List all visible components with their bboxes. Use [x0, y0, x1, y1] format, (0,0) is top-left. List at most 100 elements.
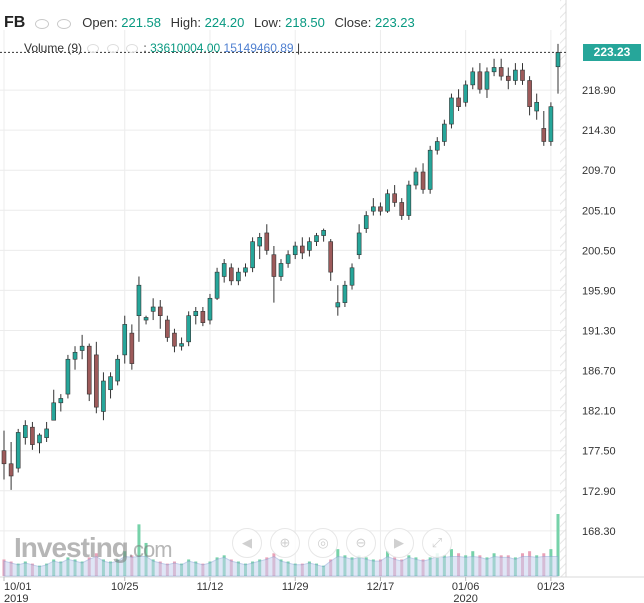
candle-body — [172, 332, 177, 347]
x-tick-label: 10/25 — [111, 581, 139, 593]
logo-suffix: .com — [127, 537, 173, 562]
candle-body — [44, 428, 49, 438]
candle-body — [555, 52, 561, 68]
zoom-out-icon[interactable]: ⊖ — [346, 528, 376, 558]
zoom-in-icon[interactable]: ⊕ — [270, 528, 300, 558]
candle-body — [385, 193, 390, 212]
candle-body — [157, 306, 163, 316]
candle-body — [136, 284, 142, 316]
y-tick-label: 205.10 — [582, 205, 616, 217]
candle-body — [15, 432, 21, 469]
candle-body — [250, 241, 255, 269]
candle-body — [527, 80, 532, 107]
candle-body — [214, 271, 220, 299]
last-price-badge: 223.23 — [583, 44, 641, 62]
candle-body — [79, 345, 85, 351]
candle-body — [314, 235, 319, 242]
low-label: Low: — [254, 15, 282, 30]
candle-body — [498, 67, 504, 77]
candle-body — [8, 463, 14, 477]
candle-body — [257, 237, 262, 247]
candle-body — [108, 376, 113, 391]
candle-body — [399, 202, 405, 216]
volume-value: 33610004.00 — [150, 41, 221, 55]
logo-brand: Investing — [14, 532, 129, 563]
candle-body — [292, 245, 298, 256]
candle-body — [513, 69, 518, 81]
candle-body — [307, 241, 312, 251]
candle-body — [392, 193, 397, 203]
candle-body — [520, 69, 525, 81]
candle-body — [58, 398, 64, 404]
candles — [1, 43, 561, 490]
candle-body — [548, 106, 554, 142]
candle-body — [477, 71, 483, 90]
y-tick-label: 200.50 — [582, 245, 616, 257]
candle-body — [456, 97, 461, 107]
candle-body — [463, 84, 468, 103]
candle-body — [321, 230, 326, 236]
candle-body — [101, 380, 106, 412]
candle-body — [1, 450, 7, 465]
symbol-label: FB — [4, 14, 26, 31]
candle-body — [228, 267, 234, 282]
candle-body — [72, 351, 78, 360]
volume-label: Volume (9) — [24, 41, 83, 55]
low-value: 218.50 — [285, 15, 325, 30]
fit-icon[interactable]: ⤢ — [422, 528, 452, 558]
close-label: Close: — [334, 15, 372, 30]
chart-toolbar: ◀ ⊕ ◎ ⊖ ▶ ⤢ — [232, 528, 452, 558]
candle-body — [179, 343, 184, 347]
volume-eye-icon[interactable] — [87, 44, 100, 54]
y-tick-label: 195.90 — [582, 285, 616, 297]
candle-body — [378, 206, 383, 212]
y-tick-label: 218.90 — [582, 85, 616, 97]
candle-body — [541, 128, 547, 142]
future-region — [560, 0, 566, 577]
candle-body — [371, 206, 376, 212]
candle-body — [186, 315, 191, 343]
x-tick-label: 11/12 — [197, 581, 224, 593]
candle-body — [413, 171, 419, 186]
settings-icon[interactable] — [56, 18, 71, 29]
x-tick-label: 01/23 — [537, 581, 565, 593]
candle-body — [442, 123, 447, 142]
candle-body — [122, 324, 128, 356]
candle-body — [328, 241, 334, 273]
candle-body — [285, 254, 291, 264]
x-tick-label: 12/17 — [367, 581, 395, 593]
volume-legend: Volume (9) : 33610004.00 15149460.89 | — [24, 41, 301, 55]
candle-body — [236, 271, 241, 282]
y-tick-label: 191.30 — [582, 326, 616, 338]
candle-body — [420, 171, 426, 190]
candle-body — [484, 71, 490, 90]
candle-body — [193, 311, 199, 316]
candle-body — [534, 101, 539, 112]
candle-body — [207, 297, 213, 321]
scroll-left-icon[interactable]: ◀ — [232, 528, 262, 558]
y-tick-label: 172.90 — [582, 486, 616, 498]
grid — [0, 0, 566, 577]
candle-body — [363, 215, 369, 229]
candle-body — [335, 302, 341, 308]
volume-settings-icon[interactable] — [106, 44, 119, 54]
eye-icon[interactable] — [34, 18, 49, 29]
candle-body — [300, 245, 305, 254]
volume-close-icon[interactable] — [126, 44, 139, 54]
candle-body — [200, 311, 206, 323]
scroll-right-icon[interactable]: ▶ — [384, 528, 414, 558]
candle-body — [505, 75, 511, 81]
reset-icon[interactable]: ◎ — [308, 528, 338, 558]
candle-body — [356, 232, 362, 256]
candle-body — [143, 317, 149, 321]
high-value: 224.20 — [204, 15, 245, 30]
candle-body — [406, 184, 412, 216]
high-label: High: — [170, 15, 201, 30]
y-tick-label: 209.70 — [582, 165, 616, 177]
volume-ma-value: 15149460.89 — [223, 41, 294, 55]
candle-body — [449, 97, 454, 125]
candle-body — [129, 332, 135, 364]
candle-body — [427, 149, 433, 190]
